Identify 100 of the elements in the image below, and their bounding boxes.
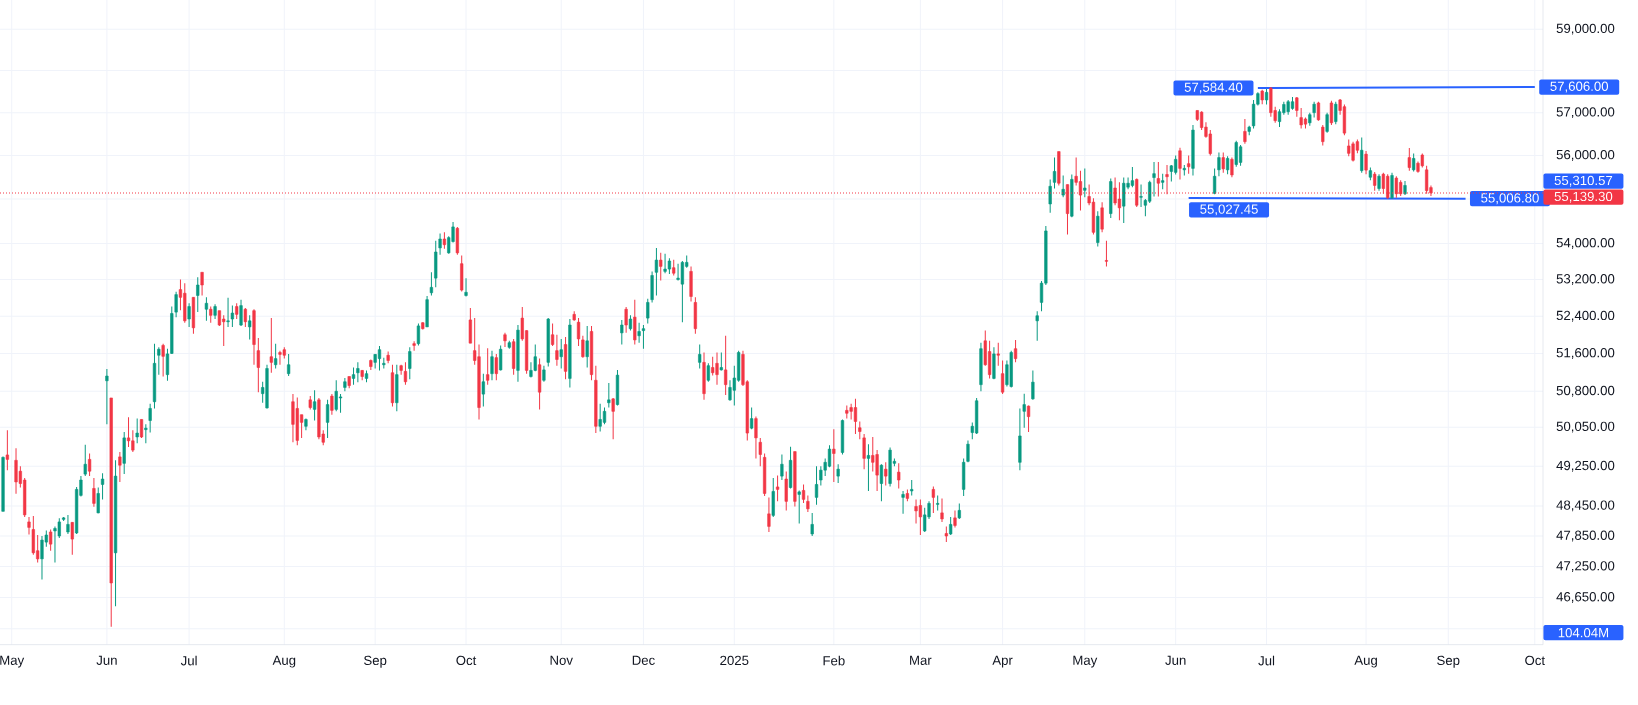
candlestick (135, 418, 139, 444)
candlestick (1035, 310, 1039, 342)
candlestick (585, 325, 589, 368)
candlestick (879, 463, 884, 502)
candlestick (1407, 147, 1411, 172)
candlestick (1122, 177, 1126, 224)
candlestick (157, 346, 161, 376)
candlestick (1130, 166, 1134, 188)
candlestick (698, 344, 702, 369)
candlestick (1083, 167, 1087, 198)
candlestick (866, 443, 871, 492)
data-label: 57,584.40 (1184, 82, 1243, 94)
y-tick-label: 53,200.00 (1556, 274, 1615, 286)
candlestick (1048, 178, 1052, 214)
candlestick (871, 436, 875, 473)
candlestick (918, 498, 922, 536)
y-tick-label: 49,250.00 (1556, 460, 1615, 472)
candlestick (325, 399, 330, 439)
y-tick-label: 46,650.00 (1556, 592, 1615, 603)
y-tick-label: 52,400.00 (1556, 310, 1615, 322)
candlestick (1334, 101, 1338, 125)
candlestick (161, 343, 165, 378)
candlestick (92, 477, 96, 508)
candlestick (87, 453, 92, 477)
candlestick (620, 319, 624, 346)
candlestick (200, 271, 204, 296)
candlestick (1178, 147, 1182, 180)
candlestick (468, 307, 472, 344)
candlestick (862, 433, 866, 470)
candlestick (481, 373, 485, 408)
candlestick (1238, 144, 1243, 167)
candlestick (53, 525, 57, 563)
candlestick (144, 423, 148, 444)
text: 55,310.57 (1554, 175, 1613, 187)
candlestick (312, 389, 317, 422)
candlestick (897, 462, 901, 489)
candlestick (14, 447, 18, 495)
candlestick (1061, 174, 1065, 198)
candlestick (490, 350, 494, 381)
x-tick-label: Aug (1354, 655, 1377, 668)
data-label: 55,027.45 (1200, 204, 1258, 216)
candlestick (100, 472, 105, 500)
candlestick (503, 332, 507, 348)
candlestick (555, 334, 559, 367)
candlestick (771, 477, 775, 518)
candlestick (637, 322, 641, 344)
ref-line-label: 55,139.30 (1554, 191, 1613, 203)
candlestick (724, 335, 728, 396)
candlestick (287, 353, 291, 377)
candlestick (1031, 369, 1035, 401)
candlestick (853, 398, 858, 435)
y-tick-label: 59,000.00 (1556, 23, 1615, 35)
candlestick (1013, 339, 1018, 363)
candlestick (754, 416, 758, 459)
x-tick-label: 2025 (720, 655, 749, 666)
candlestick (377, 345, 382, 371)
candlestick (706, 362, 710, 383)
candlestick (1360, 136, 1364, 174)
candlestick (996, 342, 1000, 367)
candlestick (646, 298, 650, 325)
candlestick (1230, 157, 1234, 178)
data-label: 55,006.80 (1481, 193, 1539, 205)
candlestick (486, 347, 490, 386)
candlestick (66, 514, 70, 535)
candlestick (239, 299, 243, 327)
candlestick (715, 352, 719, 386)
x-tick-label: Aug (272, 655, 296, 668)
candlestick (1243, 118, 1247, 145)
candlestick (598, 403, 602, 433)
y-tick-label: 56,000.00 (1556, 149, 1615, 161)
candlestick (624, 306, 628, 334)
candlestick (243, 307, 247, 328)
candlestick (412, 340, 416, 352)
y-tick-label: 50,050.00 (1556, 421, 1615, 433)
candlestick (248, 314, 252, 340)
candlestick (775, 475, 780, 502)
candlestick (1217, 151, 1221, 177)
x-tick-label: Nov (550, 655, 573, 665)
candlestick (196, 276, 200, 313)
x-tick-label: May (0, 655, 25, 668)
candlestick (780, 454, 784, 481)
candlestick (1321, 124, 1325, 147)
candlestick (204, 296, 209, 322)
candlestick (663, 253, 667, 274)
candlestick (814, 465, 819, 506)
candlestick (1100, 201, 1104, 233)
candlestick (278, 350, 282, 366)
candlestick (499, 344, 503, 371)
data-label: 57,606.00 (1550, 81, 1609, 93)
candlestick (131, 429, 135, 453)
candlestick (105, 368, 109, 425)
candlestick (338, 393, 343, 414)
candlestick (728, 379, 732, 402)
candlestick (226, 297, 230, 328)
x-tick-label: Oct (1525, 655, 1545, 666)
candlestick (559, 338, 563, 369)
x-tick-label: Jul (1258, 655, 1275, 666)
candlestick (633, 299, 637, 346)
candlestick (343, 377, 347, 392)
x-tick-label: Jul (180, 655, 197, 666)
